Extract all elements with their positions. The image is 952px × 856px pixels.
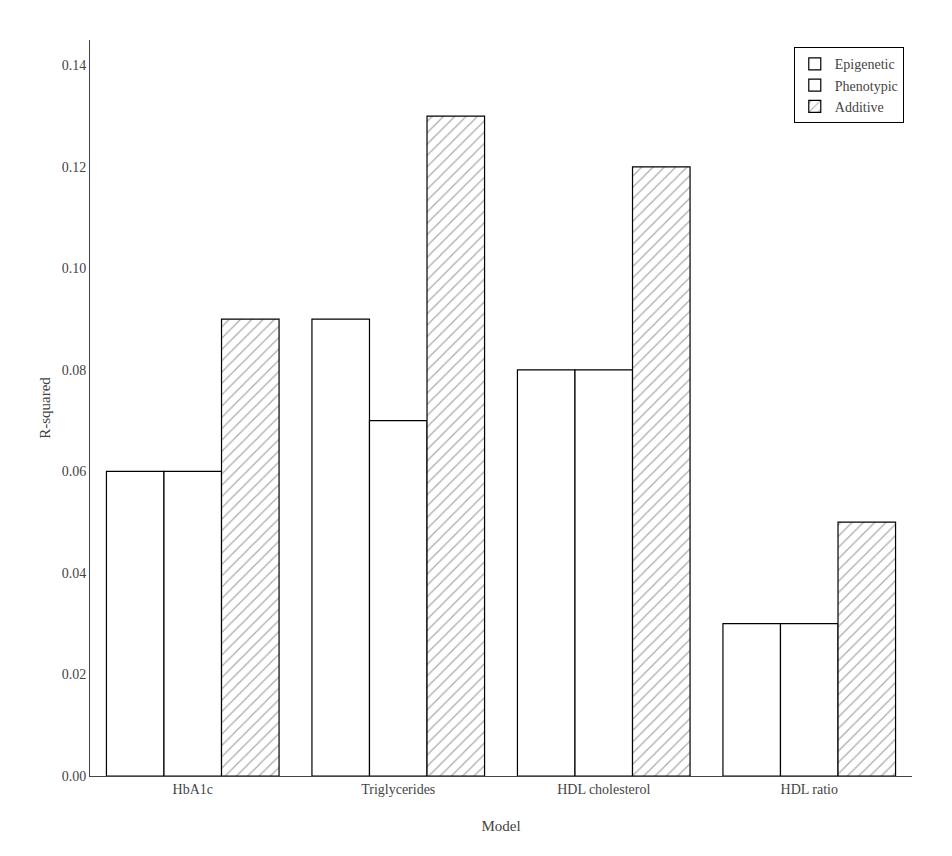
- svg-text:0.00: 0.00: [62, 769, 87, 784]
- svg-text:Epigenetic: Epigenetic: [835, 57, 895, 72]
- svg-text:R-squared: R-squared: [37, 377, 53, 439]
- svg-text:Triglycerides: Triglycerides: [361, 782, 435, 797]
- svg-text:HbA1c: HbA1c: [173, 782, 213, 797]
- svg-text:0.10: 0.10: [62, 261, 87, 276]
- svg-text:Additive: Additive: [835, 100, 884, 115]
- svg-text:0.06: 0.06: [62, 464, 87, 479]
- svg-text:HDL ratio: HDL ratio: [781, 782, 838, 797]
- svg-text:HDL cholesterol: HDL cholesterol: [557, 782, 650, 797]
- svg-text:0.12: 0.12: [62, 160, 87, 175]
- svg-text:0.02: 0.02: [62, 667, 87, 682]
- svg-text:0.08: 0.08: [62, 363, 87, 378]
- svg-text:Phenotypic: Phenotypic: [835, 79, 898, 94]
- svg-text:0.04: 0.04: [62, 566, 87, 581]
- svg-text:0.14: 0.14: [62, 58, 87, 73]
- svg-text:Model: Model: [481, 818, 520, 834]
